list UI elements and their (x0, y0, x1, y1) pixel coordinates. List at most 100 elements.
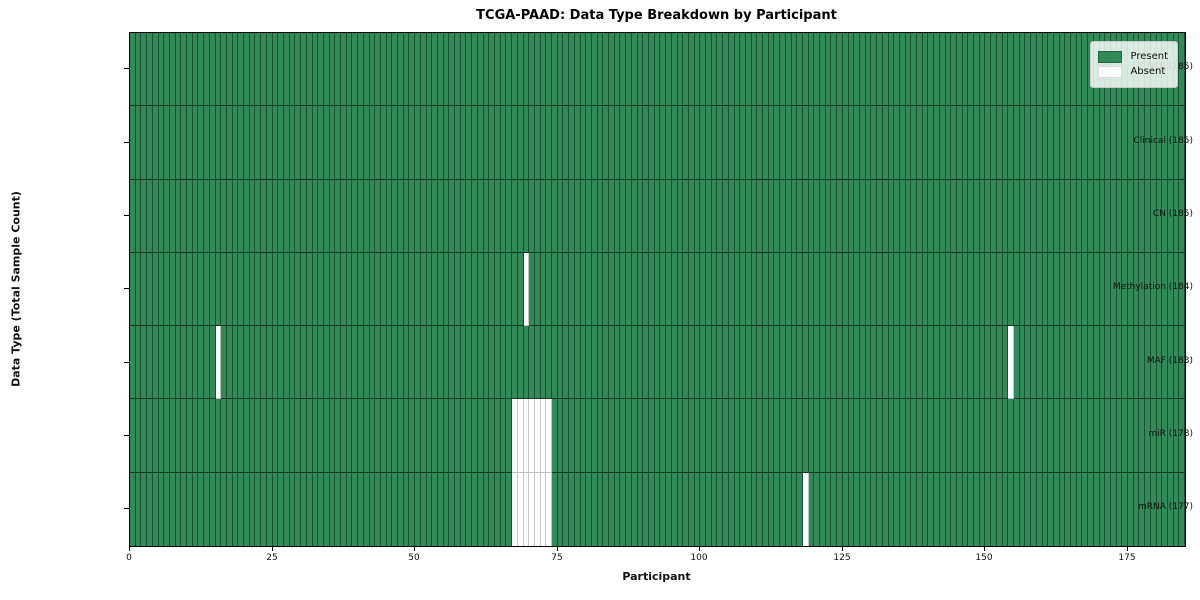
cell-present (415, 326, 421, 400)
cell-present (409, 33, 416, 107)
cell-present (842, 179, 849, 253)
cell-present (500, 33, 507, 107)
cell-present (455, 33, 461, 107)
cell-present (785, 179, 792, 253)
cell-present (546, 33, 553, 107)
x-tick-mark (129, 547, 130, 551)
cell-present (301, 399, 307, 473)
cell-absent (512, 399, 518, 473)
cell-present (215, 179, 222, 253)
cell-present (329, 326, 336, 400)
cell-present (147, 106, 153, 180)
cell-present (1025, 252, 1032, 327)
cell-present (660, 106, 667, 180)
cell-present (1133, 472, 1140, 546)
cell-present (1071, 179, 1077, 253)
cell-present (706, 179, 712, 253)
cell-present (232, 399, 239, 473)
cell-present (922, 106, 929, 180)
cell-present (380, 179, 387, 253)
cell-present (780, 472, 786, 546)
cell-present (968, 33, 975, 107)
cell-present (534, 252, 541, 327)
cell-present (135, 179, 142, 253)
cell-present (740, 106, 746, 180)
cell-present (323, 179, 330, 253)
cell-present (272, 179, 279, 253)
cell-present (552, 33, 558, 107)
cell-present (175, 106, 182, 180)
cell-present (312, 472, 319, 546)
cell-present (666, 179, 672, 253)
cell-absent (540, 472, 547, 546)
cell-present (295, 106, 302, 180)
cell-present (181, 106, 188, 180)
cell-present (757, 252, 764, 327)
cell-present (1082, 106, 1089, 180)
cell-present (922, 179, 929, 253)
cell-present (1179, 399, 1186, 473)
cell-present (802, 252, 809, 327)
cell-absent (523, 472, 530, 546)
cell-present (437, 106, 444, 180)
cell-present (1053, 33, 1060, 107)
cell-present (734, 399, 741, 473)
cell-present (911, 106, 918, 180)
cell-present (380, 326, 387, 400)
cell-present (1036, 399, 1043, 473)
cell-present (392, 179, 399, 253)
cell-present (226, 472, 233, 546)
cell-present (266, 106, 273, 180)
cell-present (597, 33, 604, 107)
cell-present (854, 472, 860, 546)
cell-present (974, 106, 980, 180)
cell-present (1019, 326, 1026, 400)
cell-present (552, 106, 558, 180)
cell-absent (517, 472, 524, 546)
cell-present (523, 33, 530, 107)
cell-present (517, 106, 524, 180)
cell-present (346, 326, 353, 400)
cell-present (911, 472, 918, 546)
cell-present (877, 179, 883, 253)
cell-present (1031, 179, 1037, 253)
legend: Present Absent (1090, 41, 1178, 88)
cell-present (495, 179, 501, 253)
cell-present (905, 326, 912, 400)
cell-present (808, 106, 815, 180)
cell-present (529, 179, 535, 253)
cell-present (648, 252, 655, 327)
cell-present (289, 106, 296, 180)
cell-present (745, 179, 752, 253)
cell-present (169, 399, 176, 473)
cell-present (318, 106, 324, 180)
cell-present (797, 252, 803, 327)
cell-present (130, 472, 136, 546)
cell-present (1065, 179, 1072, 253)
cell-present (763, 33, 769, 107)
cell-present (723, 106, 729, 180)
cell-present (1025, 326, 1032, 400)
cell-present (751, 399, 758, 473)
cell-present (1036, 472, 1043, 546)
cell-present (398, 106, 404, 180)
cell-present (386, 33, 393, 107)
cell-present (934, 472, 940, 546)
y-tick-mark (124, 435, 129, 436)
cell-present (574, 472, 581, 546)
cell-present (352, 33, 359, 107)
cell-present (164, 252, 170, 327)
cell-present (301, 326, 307, 400)
cell-present (1173, 472, 1180, 546)
cell-present (534, 179, 541, 253)
cell-present (677, 106, 684, 180)
cell-present (911, 326, 918, 400)
cell-present (688, 326, 695, 400)
cell-present (437, 33, 444, 107)
cell-present (728, 326, 735, 400)
cell-present (882, 106, 889, 180)
cell-present (968, 472, 975, 546)
cell-present (249, 252, 256, 327)
row-label-clinical: Clinical (185) (1133, 136, 1193, 146)
cell-present (694, 472, 701, 546)
